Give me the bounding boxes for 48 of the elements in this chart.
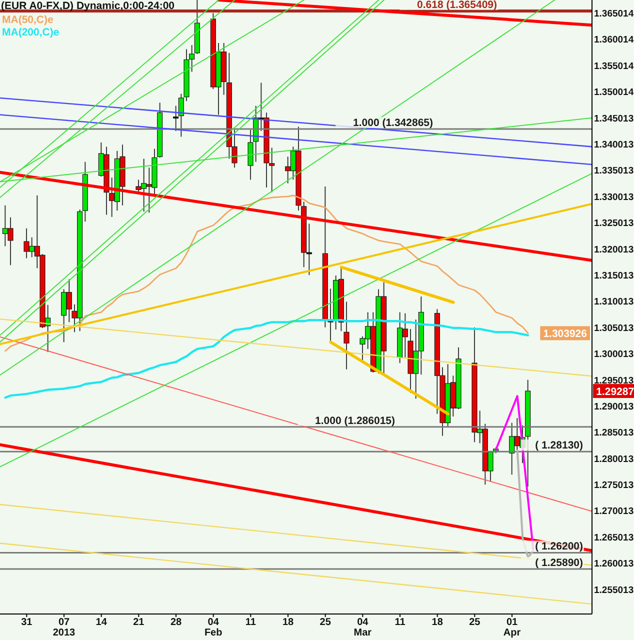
ref-line-label: ( 1.26200)	[535, 540, 583, 553]
x-tick-label: 21	[133, 617, 145, 628]
text: MA(200,C)e	[2, 26, 60, 38]
y-tick-label: 1.300013	[594, 349, 634, 360]
x-tick-label: 01 Apr	[503, 617, 521, 638]
text: MA(50,C)e	[2, 14, 54, 26]
x-tick-label: 31	[21, 617, 33, 628]
ref-line-label: 0.618 (1.365409)	[417, 0, 497, 11]
ref-line-label: 1.000 (1.342865)	[353, 117, 433, 130]
x-tick-label: 18	[432, 617, 444, 628]
y-tick-label: 1.360014	[594, 34, 634, 46]
y-tick-label: 1.265013	[594, 532, 634, 544]
y-tick-label: 1.350014	[594, 87, 634, 98]
ref-line-label: ( 1.28130)	[535, 440, 583, 452]
y-tick-label: 1.340013	[594, 140, 634, 150]
y-tick-label: 1.345013	[594, 113, 634, 124]
x-tick-label: 04 Mar	[354, 617, 372, 638]
y-tick-label: 1.355014	[594, 60, 634, 72]
y-tick-label: 1.295013	[594, 375, 634, 386]
y-tick-label: 1.335013	[594, 166, 634, 177]
y-tick-label: 1.315013	[594, 270, 634, 282]
y-tick-label: 1.325013	[594, 218, 634, 230]
x-tick-label: 04 Feb	[204, 617, 222, 638]
y-tick-label: 1.310013	[594, 296, 634, 308]
y-tick-label: 1.305013	[594, 322, 634, 334]
x-tick-label: 28	[170, 617, 182, 628]
ref-line-label: 1.000 (1.286015)	[315, 414, 395, 427]
y-tick-label: 1.260013	[594, 558, 634, 570]
y-tick-label: 1.255013	[594, 584, 634, 596]
y-tick-label: 1.320013	[594, 244, 634, 256]
y-tick-label: 1.280013	[594, 454, 634, 465]
x-tick-label: 25	[320, 617, 332, 628]
x-tick-label: 25	[469, 617, 481, 628]
ref-line-label: ( 1.25890)	[535, 556, 583, 569]
x-tick-label: 18	[282, 617, 294, 628]
y-tick-label: 1.290013	[594, 401, 634, 412]
x-tick-label: 07 2013	[52, 617, 76, 638]
y-tick-label: 1.285013	[594, 428, 634, 439]
x-tick-label: 11	[394, 617, 406, 628]
y-tick-label: 1.275013	[594, 480, 634, 492]
x-tick-label: 14	[96, 617, 108, 628]
x-tick-label: 11	[245, 617, 256, 628]
y-tick-label: 1.365014	[594, 8, 634, 20]
text: 1.29287	[596, 386, 634, 398]
annotation: 1.303926	[543, 328, 588, 340]
y-tick-label: 1.330013	[594, 192, 634, 203]
y-tick-label: 1.270013	[594, 506, 634, 518]
chart-title: (EUR A0-FX,D) Dynamic,0:00-24:00	[1, 0, 175, 12]
